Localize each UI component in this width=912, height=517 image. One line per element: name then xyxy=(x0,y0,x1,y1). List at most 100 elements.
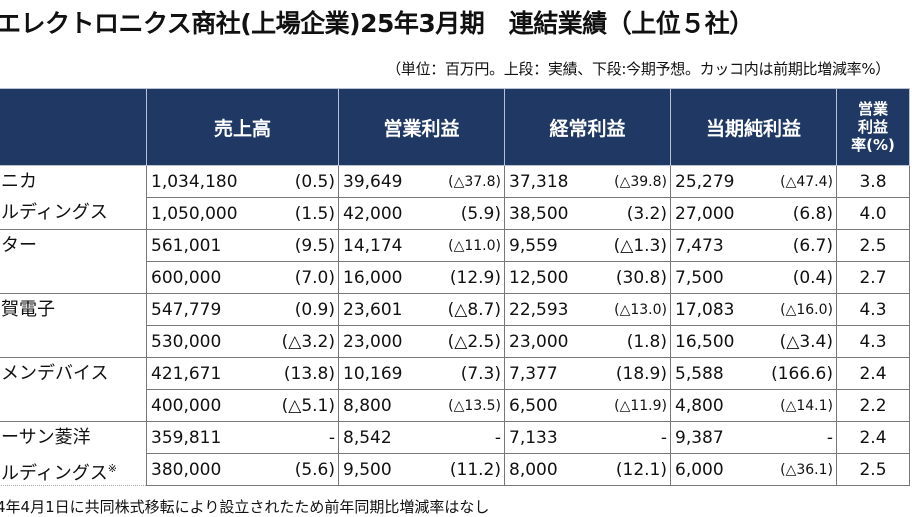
operating-income-value: 14,174 xyxy=(343,235,403,256)
sales-cell-content: 547,779 (0.9) xyxy=(148,295,338,325)
operating-margin-value: 4.3 xyxy=(836,293,910,326)
operating-income-value: 8,542 xyxy=(343,427,392,448)
operating-income-cell-content: 10,169 (7.3) xyxy=(340,359,504,389)
operating-income-cell-content: 39,649 (△37.8) xyxy=(340,167,504,197)
net-income-cell: 17,083 (△16.0) xyxy=(670,293,837,326)
net-income-value: 7,473 xyxy=(675,235,724,256)
sales-cell: 1,050,000 (1.5) xyxy=(146,197,339,230)
earnings-table: 売上高 営業利益 経常利益 当期純利益 営業 利益 率(%) ニカ ルディングス 1… xyxy=(0,88,910,486)
operating-margin-value: 2.5 xyxy=(836,229,910,262)
sales-value: 359,811 xyxy=(151,427,222,448)
ordinary-income-value: 23,000 xyxy=(509,331,569,352)
net-income-value: 9,387 xyxy=(675,427,724,448)
operating-income-cell: 23,601 (△8.7) xyxy=(338,293,505,326)
company-name: ーサン菱洋 ルディングス※ xyxy=(0,421,147,486)
sales-value: 561,001 xyxy=(151,235,222,256)
sales-value: 547,779 xyxy=(151,299,222,320)
header-company xyxy=(0,88,147,166)
sales-value: 421,671 xyxy=(151,363,222,384)
table-row: 400,000 (△5.1) 8,800 (△13.5) 6,500 (△11.9) 4,8… xyxy=(0,389,910,422)
net-income-change: (△16.0) xyxy=(780,301,833,318)
ordinary-income-cell: 38,500 (3.2) xyxy=(504,197,671,230)
net-income-change: (△3.4) xyxy=(779,331,833,352)
operating-income-cell: 9,500 (11.2) xyxy=(338,453,505,486)
operating-income-change: (11.2) xyxy=(449,459,501,480)
net-income-cell: 16,500 (△3.4) xyxy=(670,325,837,358)
ordinary-income-cell-content: 7,377 (18.9) xyxy=(506,359,670,389)
sales-change: (7.0) xyxy=(294,267,335,288)
ordinary-income-change: (△13.0) xyxy=(614,301,667,318)
operating-income-value: 16,000 xyxy=(343,267,403,288)
ordinary-income-cell-content: 6,500 (△11.9) xyxy=(506,391,670,421)
sales-cell: 380,000 (5.6) xyxy=(146,453,339,486)
operating-income-cell-content: 9,500 (11.2) xyxy=(340,455,504,485)
table-row: 1,050,000 (1.5) 42,000 (5.9) 38,500 (3.2) 27,0… xyxy=(0,197,910,230)
sales-change: (1.5) xyxy=(294,203,335,224)
footnote-marker: ※ xyxy=(107,462,117,475)
sales-change: (0.9) xyxy=(294,299,335,320)
ordinary-income-change: (△39.8) xyxy=(614,173,667,190)
sales-cell-content: 600,000 (7.0) xyxy=(148,263,338,293)
operating-income-value: 9,500 xyxy=(343,459,392,480)
net-income-cell: 7,500 (0.4) xyxy=(670,261,837,294)
ordinary-income-change: (18.9) xyxy=(615,363,667,384)
header-operating-margin: 営業 利益 率(%) xyxy=(836,88,910,166)
company-name-line2 xyxy=(1,261,146,292)
sales-value: 380,000 xyxy=(151,459,222,480)
sales-change: (△5.1) xyxy=(281,395,335,416)
sales-cell-content: 400,000 (△5.1) xyxy=(148,391,338,421)
ordinary-income-value: 38,500 xyxy=(509,203,569,224)
net-income-cell: 25,279 (△47.4) xyxy=(670,165,837,198)
net-income-value: 6,000 xyxy=(675,459,724,480)
net-income-cell-content: 25,279 (△47.4) xyxy=(672,167,836,197)
operating-income-cell: 16,000 (12.9) xyxy=(338,261,505,294)
operating-income-value: 23,000 xyxy=(343,331,403,352)
company-name-line2 xyxy=(1,389,146,420)
ordinary-income-cell: 23,000 (1.8) xyxy=(504,325,671,358)
operating-income-value: 42,000 xyxy=(343,203,403,224)
sales-change: (△3.2) xyxy=(281,331,335,352)
header-sales: 売上高 xyxy=(146,88,339,166)
ordinary-income-cell-content: 7,133 - xyxy=(506,423,670,453)
sales-change: - xyxy=(328,427,335,448)
net-income-value: 7,500 xyxy=(675,267,724,288)
net-income-value: 5,588 xyxy=(675,363,724,384)
table-row: 600,000 (7.0) 16,000 (12.9) 12,500 (30.8) 7,50… xyxy=(0,261,910,294)
operating-income-cell-content: 23,000 (△2.5) xyxy=(340,327,504,357)
sales-cell: 600,000 (7.0) xyxy=(146,261,339,294)
operating-margin-value: 2.5 xyxy=(836,453,910,486)
header-ordinary-income: 経常利益 xyxy=(504,88,671,166)
ordinary-income-value: 6,500 xyxy=(509,395,558,416)
net-income-cell: 5,588 (166.6) xyxy=(670,357,837,390)
operating-income-change: (△37.8) xyxy=(448,173,501,190)
table-row: 530,000 (△3.2) 23,000 (△2.5) 23,000 (1.8) 16,5… xyxy=(0,325,910,358)
company-name-line1: ニカ xyxy=(1,171,37,192)
ordinary-income-value: 7,377 xyxy=(509,363,558,384)
net-income-cell: 9,387 - xyxy=(670,421,837,454)
operating-income-cell-content: 16,000 (12.9) xyxy=(340,263,504,293)
sales-value: 530,000 xyxy=(151,331,222,352)
net-income-value: 16,500 xyxy=(675,331,735,352)
company-name-line2 xyxy=(1,325,146,356)
net-income-value: 25,279 xyxy=(675,171,735,192)
ordinary-income-value: 22,593 xyxy=(509,299,569,320)
table-row: 賀電子 547,779 (0.9) 23,601 (△8.7) 22,593 (△13.0)… xyxy=(0,293,910,358)
operating-income-change: (12.9) xyxy=(449,267,501,288)
page-title: エレクトロニクス商社(上場企業)25年3月期 連結業績（上位５社） xyxy=(0,9,754,38)
sales-value: 600,000 xyxy=(151,267,222,288)
header-operating-income: 営業利益 xyxy=(338,88,505,166)
ordinary-income-cell-content: 22,593 (△13.0) xyxy=(506,295,670,325)
company-name-line1: ター xyxy=(1,235,37,256)
table-row: 380,000 (5.6) 9,500 (11.2) 8,000 (12.1) 6,000 (… xyxy=(0,453,910,486)
ordinary-income-cell: 7,377 (18.9) xyxy=(504,357,671,390)
ordinary-income-cell: 37,318 (△39.8) xyxy=(504,165,671,198)
net-income-change: (△47.4) xyxy=(780,173,833,190)
net-income-cell-content: 7,473 (6.7) xyxy=(672,231,836,261)
ordinary-income-value: 8,000 xyxy=(509,459,558,480)
operating-income-cell: 8,542 - xyxy=(338,421,505,454)
table-body: ニカ ルディングス 1,034,180 (0.5) 39,649 (△37.8) 37,31… xyxy=(0,165,910,486)
operating-margin-value: 2.2 xyxy=(836,389,910,422)
header-margin-line3: 率(%) xyxy=(851,136,895,154)
operating-income-change: (△8.7) xyxy=(447,299,501,320)
ordinary-income-change: (12.1) xyxy=(615,459,667,480)
